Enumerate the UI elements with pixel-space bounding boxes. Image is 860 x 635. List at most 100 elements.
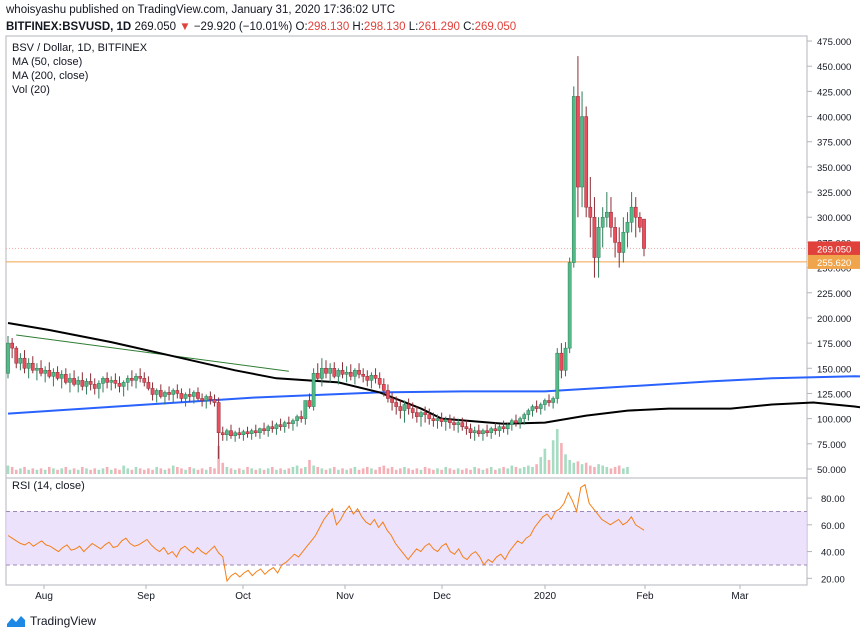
volume-bar (514, 466, 518, 474)
candle-body (526, 410, 531, 415)
volume-bar (361, 468, 365, 474)
candle-body (365, 376, 370, 381)
candle-body (311, 373, 316, 407)
candle-body (481, 430, 485, 434)
candle-body (609, 211, 613, 228)
candle-body (130, 378, 134, 381)
footer[interactable]: TradingView (6, 612, 96, 630)
candle-body (303, 400, 308, 419)
volume-bar (332, 466, 336, 474)
volume-bar (159, 468, 163, 474)
y-tick-label: 75.000 (817, 440, 846, 451)
volume-bar (353, 466, 357, 474)
candle-body (629, 206, 634, 223)
volume-bar (196, 469, 200, 474)
candle-body (600, 216, 605, 228)
candle-body (332, 368, 337, 377)
volume-bar (192, 468, 196, 474)
y-tick-label: 50.000 (817, 465, 846, 476)
candle-body (196, 392, 200, 399)
x-tick-label: Dec (433, 591, 451, 602)
candle-body (30, 362, 35, 371)
volume-bar (593, 466, 596, 474)
volume-bar (167, 468, 171, 474)
rsi-title: RSI (14, close) (12, 480, 85, 492)
volume-bar (262, 469, 266, 474)
volume-bar (427, 468, 431, 474)
candle-body (443, 419, 448, 422)
volume-bar (498, 468, 501, 474)
volume-bar (415, 468, 419, 474)
volume-bar (126, 468, 130, 474)
rsi-tick-label: 60.00 (821, 521, 845, 532)
volume-bar (171, 465, 175, 474)
candle-body (253, 430, 258, 433)
candle-body (344, 372, 349, 375)
candle-body (472, 430, 477, 433)
x-tick-label: 2020 (534, 591, 557, 602)
volume-bar (465, 468, 468, 474)
candle-body (233, 432, 237, 436)
candle-body (398, 406, 403, 411)
symbol: BITFINEX:BSVUSD, 1D (6, 21, 132, 33)
candle-body (522, 414, 527, 419)
volume-bar (382, 465, 386, 474)
legend-ma200: MA (200, close) (12, 70, 89, 82)
volume-bar (444, 466, 448, 474)
volume-bar (10, 466, 14, 474)
candle-body (497, 426, 502, 431)
volume-bar (233, 469, 237, 474)
volume-bar (163, 469, 167, 474)
candle-body (592, 216, 597, 258)
volume-bar (510, 465, 514, 474)
candle-body (381, 384, 386, 391)
volume-bar (118, 469, 121, 474)
publish-line: whoisyashu published on TradingView.com,… (6, 4, 396, 16)
volume-bar (266, 468, 270, 474)
volume-bar (531, 466, 534, 474)
candle-body (406, 404, 411, 409)
volume-bar (390, 466, 394, 474)
candle-body (596, 227, 601, 258)
price-label-box (808, 254, 860, 269)
volume-bar (597, 464, 600, 474)
plot-frame (5, 35, 808, 586)
candle-body (72, 378, 76, 385)
volume-bar (271, 466, 274, 474)
candle-body (576, 96, 580, 188)
candle-body (163, 392, 167, 397)
candle-body (563, 347, 568, 371)
volume-bar (35, 469, 39, 474)
candle-body (229, 430, 233, 436)
volume-bar (283, 469, 287, 474)
volume-bar (551, 440, 555, 474)
volume-bar (242, 469, 245, 474)
candle-body (468, 428, 473, 433)
candle-body (489, 428, 494, 433)
volume-bar (432, 469, 435, 474)
price-label-box (808, 241, 860, 256)
volume-bar (97, 469, 101, 474)
volume-bar (254, 469, 258, 474)
volume-bar (374, 469, 377, 474)
candle-body (419, 412, 423, 417)
high-value: 298.130 (363, 21, 406, 33)
candle-body (101, 378, 105, 384)
candle-body (142, 378, 147, 383)
volume-bar (85, 468, 88, 474)
candle-body (324, 368, 328, 374)
volume-bar (60, 468, 63, 474)
volume-bar (543, 448, 547, 474)
volume-bar (6, 465, 10, 474)
candle-body (258, 428, 262, 433)
volume-bar (52, 468, 55, 474)
candle-body (348, 372, 353, 377)
volume-bar (605, 466, 609, 474)
volume-bar (386, 468, 390, 474)
volume-bar (279, 468, 282, 474)
candle-body (361, 374, 366, 377)
x-tick-label: Oct (235, 591, 251, 602)
volume-bar (250, 468, 253, 474)
rsi-band (6, 511, 807, 565)
